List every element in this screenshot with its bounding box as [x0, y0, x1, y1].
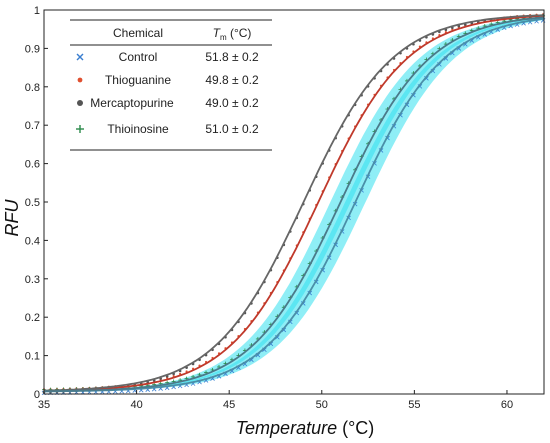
y-tick-label: 0.2	[25, 312, 40, 324]
y-tick-label: 1	[34, 5, 40, 17]
y-tick-label: 0.1	[25, 351, 40, 363]
legend-header-chemical: Chemical	[113, 26, 163, 40]
y-tick-label: 0.4	[25, 235, 40, 247]
plot-frame	[43, 9, 545, 395]
x-tick-label: 60	[501, 399, 513, 411]
y-tick-label: 0.3	[25, 274, 40, 286]
x-tick-label: 40	[130, 399, 142, 411]
fit-curve-thioguanine	[43, 14, 545, 392]
legend-tm-value: 51.0 ± 0.2	[205, 122, 259, 136]
y-tick-label: 0.5	[25, 197, 40, 209]
legend-header-tm: Tm (°C)	[213, 26, 252, 42]
x-tick-label: 35	[38, 399, 50, 411]
fit-curves	[43, 14, 545, 393]
fit-curve-mercaptopurine	[43, 14, 545, 392]
fit-curve-thioinosine	[44, 16, 545, 393]
y-tick-label: 0.7	[25, 120, 40, 132]
legend-tm-value: 49.8 ± 0.2	[205, 73, 259, 87]
x-axis-label: Temperature (°C)	[236, 418, 375, 438]
legend-marker	[77, 77, 83, 83]
x-tick-label: 50	[316, 399, 328, 411]
legend-entry-thioguanine: Thioguanine 49.8 ± 0.2	[77, 73, 259, 87]
y-tick-label: 0.9	[25, 43, 40, 55]
data-markers	[41, 13, 546, 396]
legend-entry-thioinosine: Thioinosine 51.0 ± 0.2	[76, 122, 259, 136]
legend-tm-value: 49.0 ± 0.2	[205, 96, 259, 110]
y-axis-ticks: 0 0.1 0.2 0.3 0.4 0.5 0.6 0.7 0.8 0.9 1	[25, 5, 48, 401]
legend: Chemical Tm (°C) Control 51.8 ± 0.2 Thioguan…	[70, 19, 272, 151]
legend-marker	[76, 53, 84, 61]
legend-entry-control: Control 51.8 ± 0.2	[76, 50, 259, 64]
y-tick-label: 0.8	[25, 82, 40, 94]
y-tick-label: 0	[34, 389, 40, 401]
legend-name: Thioguanine	[105, 73, 171, 87]
x-tick-label: 55	[408, 399, 420, 411]
legend-name: Thioinosine	[107, 122, 169, 136]
x-axis-ticks: 35 40 45 50 55 60	[38, 390, 513, 411]
y-axis-label: RFU	[2, 199, 22, 237]
x-tick-label: 45	[223, 399, 235, 411]
legend-tm-value: 51.8 ± 0.2	[205, 50, 259, 64]
y-tick-label: 0.6	[25, 159, 40, 171]
legend-marker	[77, 100, 83, 106]
legend-name: Mercaptopurine	[90, 96, 174, 110]
legend-name: Control	[119, 50, 158, 64]
legend-entry-mercaptopurine: Mercaptopurine 49.0 ± 0.2	[77, 96, 259, 110]
